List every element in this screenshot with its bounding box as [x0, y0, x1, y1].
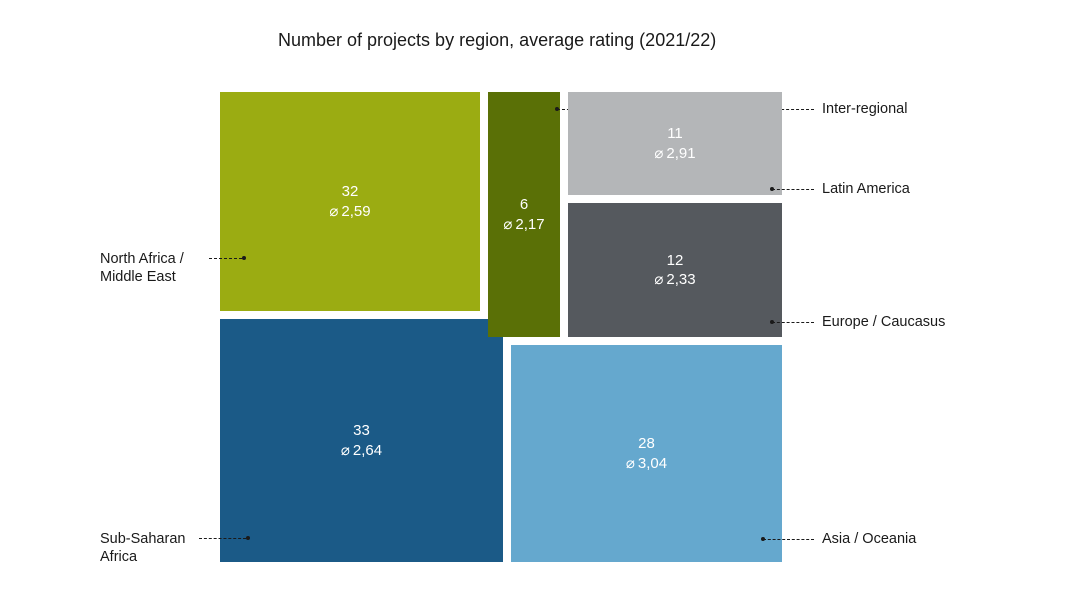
- label-europe-caucasus: Europe / Caucasus: [822, 313, 945, 331]
- label-inter-regional: Inter-regional: [822, 100, 907, 118]
- tile-rating: ⌀ 3,04: [626, 454, 667, 474]
- tile-asia-oceania: 28⌀ 3,04: [511, 345, 782, 562]
- leader-latin-america: [772, 189, 814, 190]
- tile-rating: ⌀ 2,17: [503, 215, 544, 235]
- label-asia-oceania: Asia / Oceania: [822, 530, 916, 548]
- tile-count: 32: [342, 182, 359, 202]
- label-latin-america: Latin America: [822, 180, 910, 198]
- leader-dot-asia-oceania: [761, 537, 765, 541]
- tile-count: 33: [353, 421, 370, 441]
- tile-count: 6: [520, 195, 528, 215]
- tile-europe-caucasus: 12⌀ 2,33: [568, 203, 782, 337]
- leader-dot-latin-america: [770, 187, 774, 191]
- tile-rating: ⌀ 2,64: [341, 441, 382, 461]
- tile-count: 28: [638, 434, 655, 454]
- tile-rating: ⌀ 2,59: [329, 202, 370, 222]
- tile-count: 12: [667, 251, 684, 271]
- leader-europe-caucasus: [772, 322, 814, 323]
- tile-north-africa-middle-east: 32⌀ 2,59: [220, 92, 480, 311]
- tile-rating: ⌀ 2,33: [654, 270, 695, 290]
- leader-north-africa-middle-east: [209, 258, 242, 259]
- tile-rating: ⌀ 2,91: [654, 144, 695, 164]
- leader-dot-europe-caucasus: [770, 320, 774, 324]
- leader-asia-oceania: [763, 539, 814, 540]
- tile-sub-saharan-africa: 33⌀ 2,64: [220, 319, 503, 562]
- leader-dot-sub-saharan-africa: [246, 536, 250, 540]
- label-sub-saharan-africa: Sub-SaharanAfrica: [100, 530, 185, 566]
- leader-sub-saharan-africa: [199, 538, 246, 539]
- leader-dot-north-africa-middle-east: [242, 256, 246, 260]
- tile-count: 11: [667, 124, 683, 144]
- chart-title: Number of projects by region, average ra…: [278, 30, 716, 51]
- tile-latin-america: 11⌀ 2,91: [568, 92, 782, 195]
- tile-inter-regional: 6⌀ 2,17: [488, 92, 560, 337]
- leader-dot-inter-regional: [555, 107, 559, 111]
- label-north-africa-middle-east: North Africa /Middle East: [100, 250, 184, 286]
